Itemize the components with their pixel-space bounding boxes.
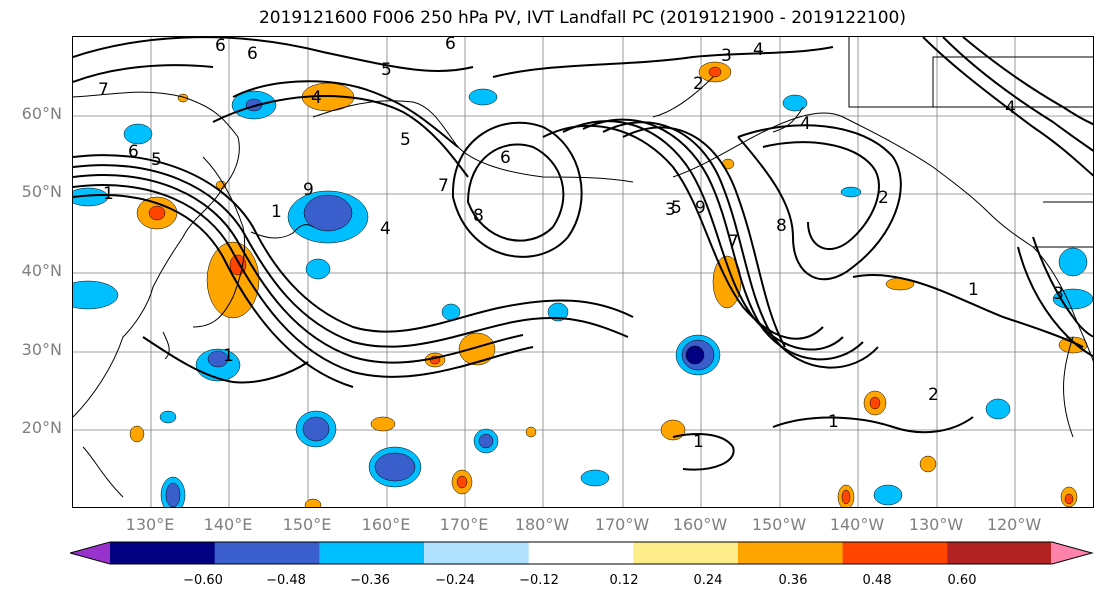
colorbar-outline bbox=[70, 541, 1094, 565]
colorbar-tick: −0.60 bbox=[183, 573, 223, 588]
contour-label: 1 bbox=[103, 184, 114, 204]
contour-label: 9 bbox=[303, 180, 314, 200]
lon-label-130w: 130°W bbox=[908, 515, 964, 534]
colorbar-tick: −0.24 bbox=[435, 573, 475, 588]
colorbar-tick: 0.60 bbox=[947, 573, 977, 588]
contour-label: 5 bbox=[671, 198, 682, 218]
lat-label-60n: 60°N bbox=[21, 104, 62, 123]
colorbar-tick: 0.48 bbox=[862, 573, 892, 588]
contour-label: 1 bbox=[968, 280, 979, 300]
contour-label: 5 bbox=[151, 150, 162, 170]
colorbar-tick: −0.48 bbox=[266, 573, 306, 588]
colorbar-cell bbox=[947, 542, 1053, 564]
colorbar-tick: −0.12 bbox=[519, 573, 559, 588]
lat-label-20n: 20°N bbox=[21, 418, 62, 437]
colorbar-cell bbox=[424, 542, 530, 564]
lat-label-30n: 30°N bbox=[21, 340, 62, 359]
map-canvas: 6 6 6 6 6 5 5 5 5 7 7 7 4 4 4 4 4 3 3 3 … bbox=[73, 37, 1093, 507]
contour-label: 7 bbox=[98, 80, 109, 100]
colorbar-tick: −0.36 bbox=[350, 573, 390, 588]
lon-label-180w: 180°W bbox=[514, 515, 570, 534]
lat-label-40n: 40°N bbox=[21, 261, 62, 280]
contour-label: 1 bbox=[693, 432, 704, 452]
contour-label: 2 bbox=[693, 74, 704, 94]
colorbar-cell bbox=[528, 542, 634, 564]
colorbar-cell bbox=[633, 542, 739, 564]
lon-label-160w: 160°W bbox=[672, 515, 728, 534]
lon-label-170w: 170°W bbox=[594, 515, 650, 534]
colorbar-cell bbox=[70, 542, 112, 564]
pv-contours bbox=[73, 37, 1093, 471]
lon-label-140w: 140°W bbox=[829, 515, 885, 534]
contour-label: 5 bbox=[381, 60, 392, 80]
colorbar-cells bbox=[70, 541, 1094, 565]
contour-label: 1 bbox=[223, 346, 234, 366]
contour-label: 4 bbox=[800, 114, 811, 134]
contour-label: 7 bbox=[728, 232, 739, 252]
lon-label-160e: 160°E bbox=[361, 515, 411, 534]
colorbar-cell bbox=[214, 542, 320, 564]
lon-label-150e: 150°E bbox=[282, 515, 332, 534]
contour-label: 6 bbox=[445, 37, 456, 54]
contour-label: 8 bbox=[776, 216, 787, 236]
colorbar-cell bbox=[110, 542, 216, 564]
lon-label-140e: 140°E bbox=[203, 515, 253, 534]
contour-label: 1 bbox=[828, 412, 839, 432]
contour-label: 4 bbox=[380, 219, 391, 239]
lon-label-120w: 120°W bbox=[986, 515, 1042, 534]
colorbar-cell bbox=[738, 542, 844, 564]
colorbar-tick: 0.12 bbox=[609, 573, 639, 588]
contour-label: 7 bbox=[438, 176, 449, 196]
colorbar-cell bbox=[319, 542, 425, 564]
contour-label: 6 bbox=[128, 142, 139, 162]
contour-label: 5 bbox=[400, 130, 411, 150]
contour-label: 6 bbox=[215, 37, 226, 56]
colorbar-tick: 0.24 bbox=[693, 573, 723, 588]
colorbar bbox=[70, 541, 1094, 565]
lon-label-130e: 130°E bbox=[125, 515, 175, 534]
contour-label: 4 bbox=[1005, 98, 1016, 118]
contour-labels: 6 6 6 6 6 5 5 5 5 7 7 7 4 4 4 4 4 3 3 3 … bbox=[98, 37, 1064, 452]
map-title: 2019121600 F006 250 hPa PV, IVT Landfall… bbox=[258, 8, 906, 28]
lon-label-150w: 150°W bbox=[751, 515, 807, 534]
contour-label: 9 bbox=[695, 198, 706, 218]
contour-label: 6 bbox=[247, 44, 258, 64]
contour-label: 2 bbox=[878, 188, 889, 208]
contour-label: 3 bbox=[1053, 284, 1064, 304]
contour-label: 3 bbox=[665, 200, 676, 220]
map-panel: 6 6 6 6 6 5 5 5 5 7 7 7 4 4 4 4 4 3 3 3 … bbox=[72, 36, 1094, 508]
contour-label: 8 bbox=[473, 206, 484, 226]
contour-label: 6 bbox=[500, 148, 511, 168]
contour-label: 2 bbox=[928, 385, 939, 405]
colorbar-cell bbox=[842, 542, 948, 564]
colorbar-tick: 0.36 bbox=[778, 573, 808, 588]
lon-label-170e: 170°E bbox=[439, 515, 489, 534]
contour-label: 3 bbox=[721, 46, 732, 66]
lat-label-50n: 50°N bbox=[21, 182, 62, 201]
contour-label: 1 bbox=[271, 202, 282, 222]
contour-label: 4 bbox=[311, 88, 322, 108]
colorbar-cell bbox=[1051, 542, 1092, 564]
contour-label: 4 bbox=[753, 40, 764, 60]
